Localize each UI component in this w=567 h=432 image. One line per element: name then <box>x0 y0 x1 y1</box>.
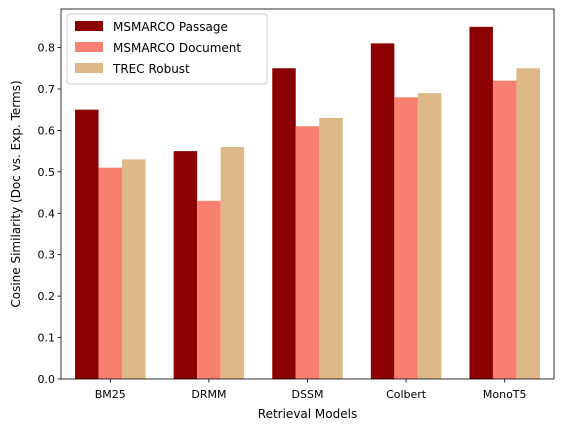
bar <box>295 126 320 379</box>
x-tick-label: MonoT5 <box>483 388 527 401</box>
bar <box>370 43 395 379</box>
x-tick-label: Colbert <box>386 388 427 401</box>
y-tick-label: 0.0 <box>38 373 56 386</box>
legend-box <box>66 13 268 85</box>
y-tick-label: 0.2 <box>38 290 56 303</box>
legend: MSMARCO Passage MSMARCO Document TREC Robu… <box>66 13 268 85</box>
y-tick-label: 0.7 <box>38 83 56 96</box>
bar <box>516 68 540 379</box>
bar <box>492 80 517 379</box>
bar <box>220 146 245 379</box>
bar <box>319 117 343 380</box>
bar <box>173 151 198 379</box>
y-tick-label: 0.5 <box>38 166 56 179</box>
legend-swatch <box>75 63 103 73</box>
y-axis-label: Cosine Similarity (Doc vs. Exp. Terms) <box>9 80 23 307</box>
legend-swatch <box>75 42 103 52</box>
x-tick-label: DSSM <box>292 388 324 401</box>
bar <box>272 68 296 379</box>
legend-label: MSMARCO Document <box>113 41 241 55</box>
bar <box>394 97 418 379</box>
x-axis-label: Retrieval Models <box>258 407 357 421</box>
bar <box>122 159 146 379</box>
y-tick-label: 0.6 <box>38 124 56 137</box>
bar <box>197 200 221 379</box>
plot-frame <box>60 8 555 380</box>
legend-label: MSMARCO Passage <box>113 20 228 34</box>
y-tick-label: 0.3 <box>38 249 56 262</box>
bar <box>98 167 123 379</box>
x-axis: BM25 DRMM DSSM Colbert MonoT5 <box>95 379 527 401</box>
y-axis: 0.0 0.1 0.2 0.3 0.4 0.5 0.6 0.7 0.8 <box>38 42 61 386</box>
y-tick-label: 0.1 <box>38 332 56 345</box>
bar <box>75 109 99 379</box>
bars-layer <box>75 26 540 380</box>
x-tick-label: DRMM <box>191 388 226 401</box>
bar <box>469 26 493 380</box>
y-tick-label: 0.8 <box>38 42 56 55</box>
y-tick-label: 0.4 <box>38 207 56 220</box>
legend-label: TREC Robust <box>112 62 190 76</box>
legend-swatch <box>75 21 103 31</box>
x-tick-label: BM25 <box>95 388 126 401</box>
bar <box>417 93 442 379</box>
